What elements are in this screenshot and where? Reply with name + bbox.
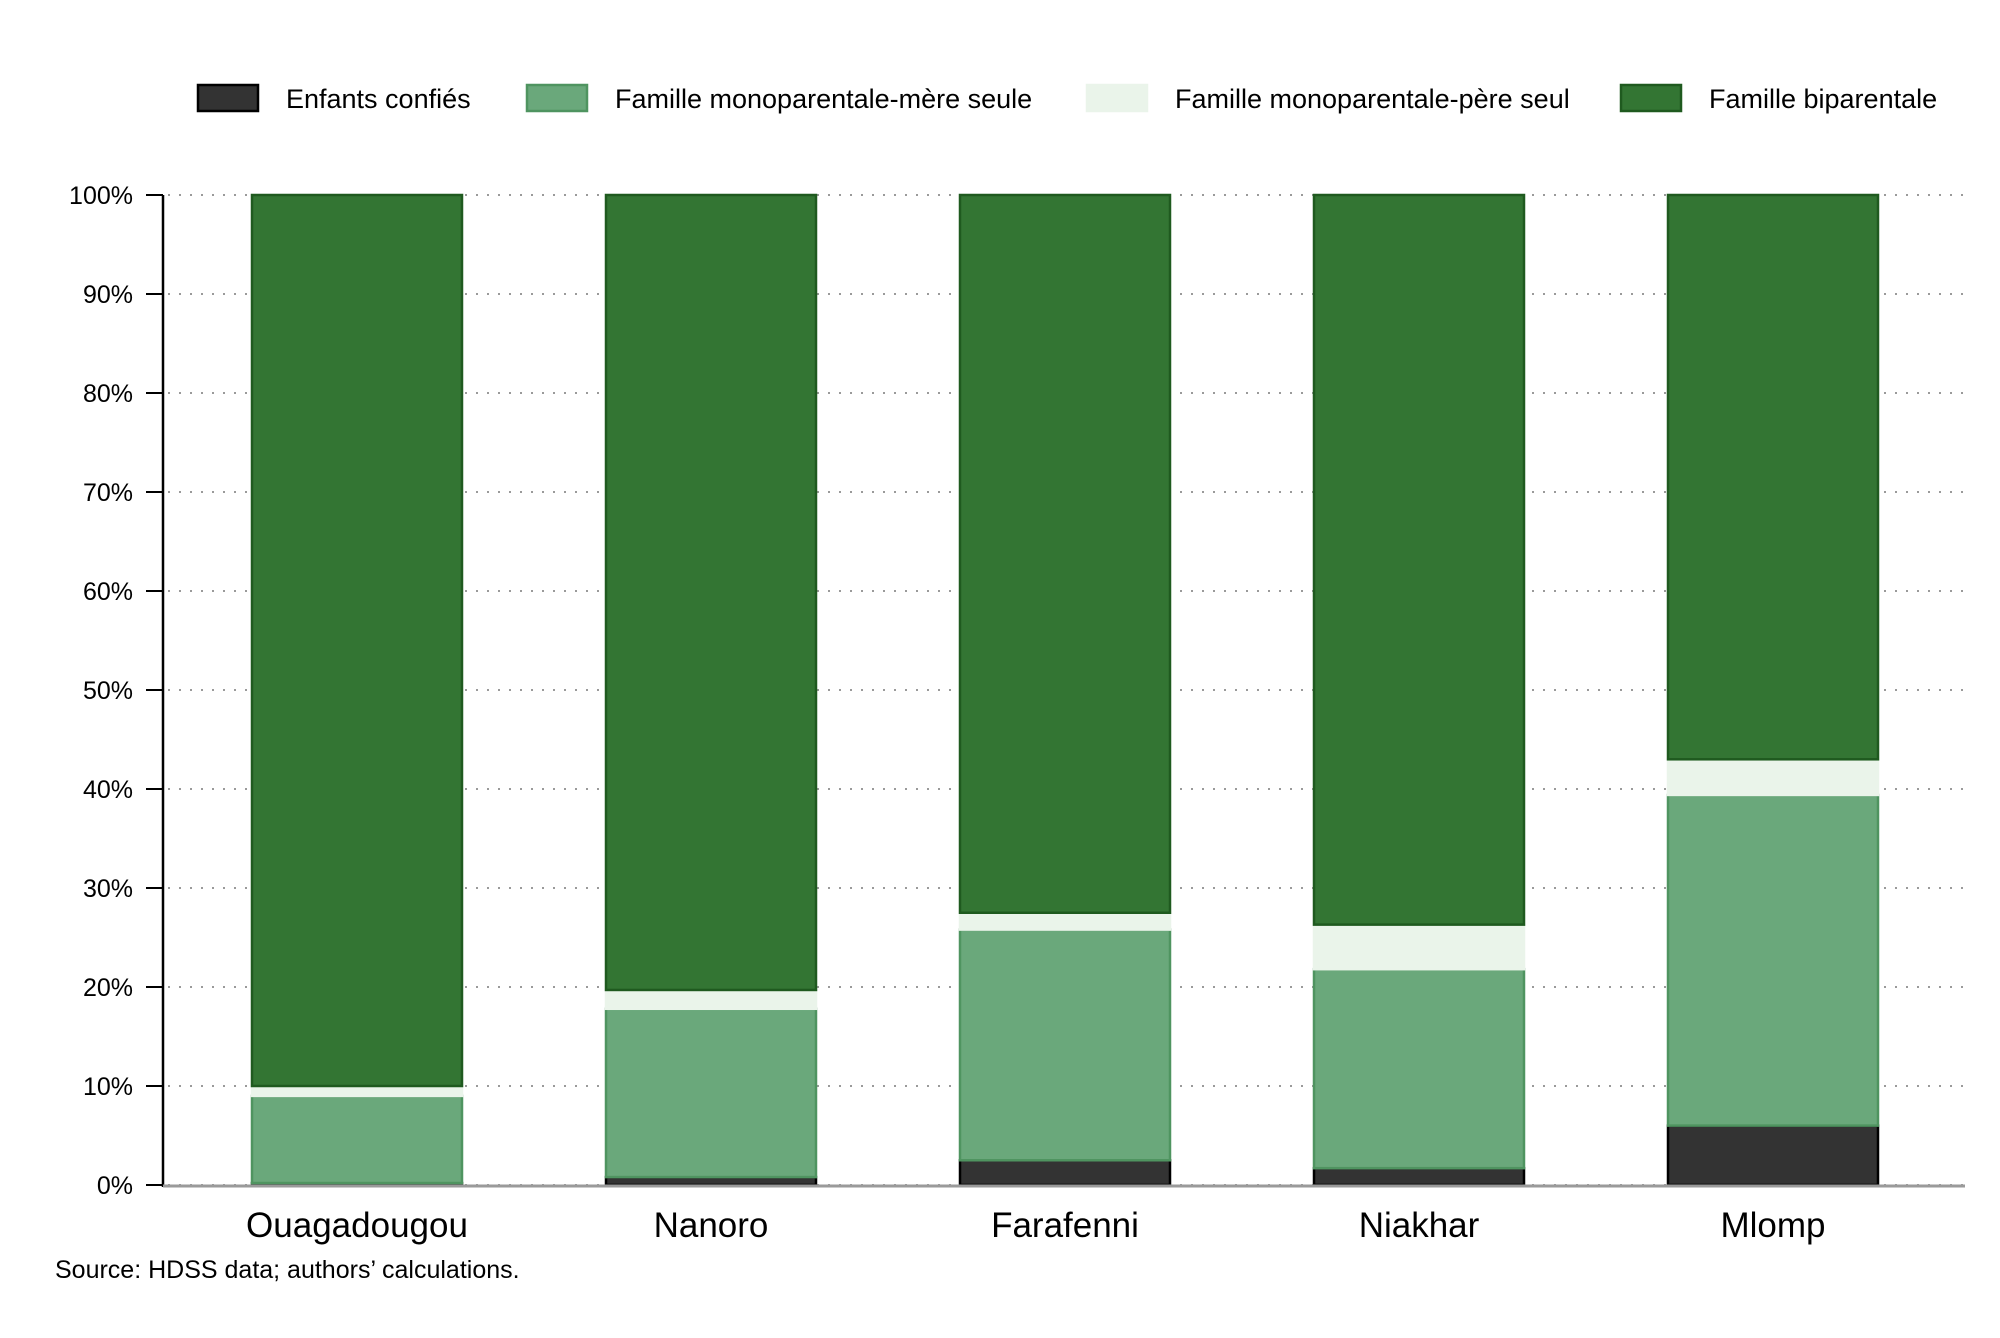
y-tick-label: 70% <box>83 479 133 507</box>
y-tick-label: 80% <box>83 380 133 408</box>
bar-segment-mlomp-s3 <box>1666 758 1880 797</box>
bar-segment-niakhar-s4 <box>1312 193 1526 926</box>
bar-segment-niakhar-s3 <box>1312 923 1526 971</box>
bar-segment-ouagadougou-s4 <box>250 193 464 1088</box>
bar-segment-nanoro-s4 <box>604 193 818 992</box>
bars <box>250 193 1880 1187</box>
bar-segment-ouagadougou-s2 <box>250 1094 464 1185</box>
y-tick-label: 10% <box>83 1073 133 1101</box>
y-tick-label: 50% <box>83 677 133 705</box>
bar-segment-farafenni-s2 <box>958 928 1172 1162</box>
bar-segment-nanoro-s3 <box>604 988 818 1011</box>
legend-swatch <box>1085 83 1149 113</box>
x-category-label: Farafenni <box>991 1206 1139 1245</box>
y-tick-label: 30% <box>83 875 133 903</box>
y-tick-label: 40% <box>83 776 133 804</box>
x-category-label: Ouagadougou <box>246 1206 468 1245</box>
y-tick-label: 0% <box>97 1172 133 1200</box>
legend-label: Enfants confiés <box>286 84 471 114</box>
legend-label: Famille monoparentale-père seul <box>1175 84 1570 114</box>
bar-segment-niakhar-s1 <box>1312 1166 1526 1187</box>
bar-segment-niakhar-s2 <box>1312 967 1526 1170</box>
legend-label: Famille biparentale <box>1709 84 1937 114</box>
legend: Enfants confiés Famille monoparentale-mèr… <box>196 83 1937 114</box>
bar-segment-mlomp-s1 <box>1666 1124 1880 1187</box>
bar-segment-mlomp-s4 <box>1666 193 1880 761</box>
bar-segment-farafenni-s4 <box>958 193 1172 914</box>
legend-swatch <box>525 83 589 113</box>
source-note: Source: HDSS data; authors’ calculations… <box>55 1256 520 1284</box>
x-category-label: Nanoro <box>654 1206 769 1245</box>
legend-swatch <box>196 83 260 113</box>
legend-label: Famille monoparentale-mère seule <box>615 84 1032 114</box>
y-tick-label: 20% <box>83 974 133 1002</box>
axes: 0% 10% 20% 30% 40% 50% 60% 70% 80% 90% 100% Ouagado… <box>69 182 1965 1245</box>
y-tick-label: 60% <box>83 578 133 606</box>
y-tick-label: 100% <box>69 182 133 210</box>
bar-segment-nanoro-s2 <box>604 1007 818 1179</box>
y-tick-label: 90% <box>83 281 133 309</box>
bar-segment-farafenni-s1 <box>958 1159 1172 1187</box>
bar-segment-farafenni-s3 <box>958 911 1172 931</box>
bar-segment-ouagadougou-s3 <box>250 1084 464 1098</box>
x-category-label: Mlomp <box>1720 1206 1825 1245</box>
legend-swatch <box>1619 83 1683 113</box>
x-category-label: Niakhar <box>1359 1206 1480 1245</box>
bar-segment-mlomp-s2 <box>1666 793 1880 1127</box>
